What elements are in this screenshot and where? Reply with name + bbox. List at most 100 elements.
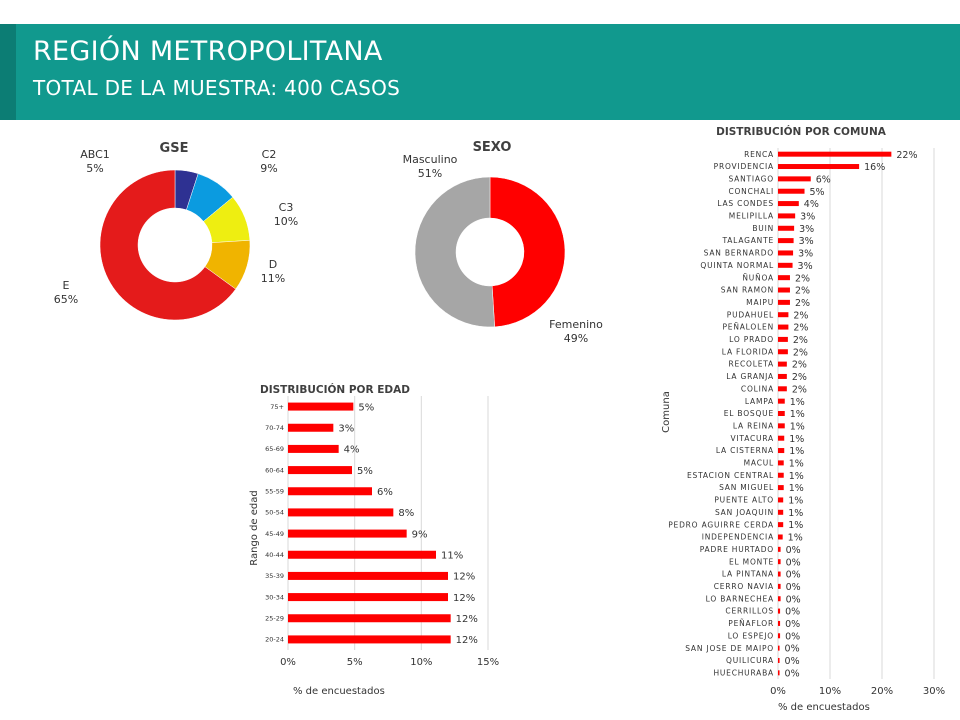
comuna-category-label: LO BARNECHEA: [706, 594, 774, 603]
edad-value-label: 3%: [338, 424, 354, 435]
comuna-xlabel: % de encuestados: [778, 702, 870, 713]
comuna-bar-la-granja: [778, 373, 787, 379]
comuna-value-label: 2%: [795, 273, 810, 284]
comuna-category-label: PUDAHUEL: [727, 310, 774, 319]
edad-category-label: 35-39: [265, 572, 284, 580]
comuna-ylabel: Comuna: [661, 391, 672, 433]
comuna-category-label: TALAGANTE: [721, 236, 774, 245]
comuna-value-label: 0%: [786, 557, 801, 568]
gse-label-c3: C3: [279, 201, 294, 214]
edad-value-label: 12%: [456, 614, 478, 625]
comuna-bar-san-joaquin: [778, 509, 784, 515]
comuna-category-label: CERRO NAVIA: [714, 582, 774, 591]
comuna-bar-macul: [778, 460, 784, 466]
gse-label-d: D: [269, 258, 277, 271]
comuna-value-label: 0%: [786, 582, 801, 593]
comuna-chart-title: DISTRIBUCIÓN POR COMUNA: [716, 125, 887, 138]
edad-xtick: 10%: [410, 657, 432, 668]
comuna-bar-conchali: [778, 188, 805, 194]
comuna-value-label: 2%: [792, 360, 807, 371]
comuna-category-label: EL BOSQUE: [724, 409, 774, 418]
comuna-category-label: SAN JOAQUIN: [715, 508, 774, 517]
comuna-category-label: EL MONTE: [729, 557, 774, 566]
comuna-category-label: PROVIDENCIA: [714, 162, 774, 171]
comuna-category-label: SAN RAMON: [721, 286, 774, 295]
comuna-category-label: LA CISTERNA: [716, 446, 774, 455]
comuna-category-label: RECOLETA: [728, 360, 774, 369]
comuna-bar-penaflor: [778, 620, 781, 626]
comuna-bar-independencia: [778, 534, 783, 540]
comuna-category-label: CONCHALI: [728, 187, 774, 196]
comuna-bar-la-florida: [778, 349, 788, 355]
comuna-bar-providencia: [778, 164, 860, 170]
comuna-bar-cerro-navia: [778, 583, 781, 589]
comuna-category-label: ÑUÑOA: [742, 273, 774, 282]
comuna-category-label: SAN BERNARDO: [704, 249, 774, 258]
comuna-bar-cerrillos: [778, 608, 781, 614]
comuna-bar-penalolen: [778, 324, 789, 330]
edad-category-label: 75+: [270, 403, 284, 411]
sexo-value-masculino: 51%: [418, 167, 442, 180]
comuna-value-label: 2%: [793, 310, 808, 321]
comuna-bar-lo-prado: [778, 336, 788, 342]
comuna-category-label: LO PRADO: [729, 335, 774, 344]
comuna-category-label: LA FLORIDA: [722, 347, 774, 356]
gse-slice-e: [99, 169, 237, 321]
comuna-bar-la-pintana: [778, 571, 781, 577]
comuna-bar-san-bernardo: [778, 250, 794, 256]
comuna-value-label: 1%: [790, 409, 805, 420]
comuna-value-label: 16%: [864, 162, 885, 173]
comuna-category-label: LO ESPEJO: [728, 631, 774, 640]
header-banner: REGIÓN METROPOLITANA TOTAL DE LA MUESTRA…: [0, 24, 960, 120]
edad-bar-75: [288, 402, 354, 411]
comuna-category-label: HUECHURABA: [713, 668, 774, 677]
edad-bar-40-44: [288, 550, 436, 559]
edad-bar-chart: DISTRIBUCIÓN POR EDAD Rango de edad % de…: [249, 383, 499, 697]
comuna-xtick: 20%: [871, 686, 893, 697]
edad-value-label: 5%: [358, 402, 374, 413]
comuna-value-label: 1%: [789, 446, 804, 457]
comuna-value-label: 0%: [785, 668, 800, 679]
comuna-value-label: 1%: [790, 421, 805, 432]
gse-value-d: 11%: [261, 272, 285, 285]
comuna-category-label: MAIPU: [746, 298, 774, 307]
comuna-value-label: 1%: [788, 520, 803, 531]
edad-xtick: 15%: [477, 657, 499, 668]
comuna-bar-huechuraba: [778, 670, 780, 676]
comuna-bar-lampa: [778, 398, 785, 404]
comuna-category-label: PEÑALOLEN: [722, 323, 774, 332]
comuna-value-label: 3%: [800, 212, 815, 223]
edad-category-label: 65-69: [265, 445, 284, 453]
sexo-chart-title: SEXO: [473, 140, 512, 155]
comuna-bar-pudahuel: [778, 312, 789, 318]
comuna-bar-lo-barnechea: [778, 596, 781, 602]
comuna-bar-lo-espejo: [778, 633, 781, 639]
page-title: REGIÓN METROPOLITANA: [33, 36, 383, 67]
comuna-bar-la-cisterna: [778, 448, 785, 454]
comuna-value-label: 2%: [793, 335, 808, 346]
edad-value-label: 12%: [456, 635, 478, 646]
edad-value-label: 4%: [344, 445, 360, 456]
edad-category-label: 20-24: [265, 636, 284, 644]
edad-category-label: 45-49: [265, 530, 284, 538]
comuna-value-label: 0%: [786, 545, 801, 556]
edad-xlabel: % de encuestados: [293, 686, 385, 697]
comuna-category-label: COLINA: [741, 384, 774, 393]
edad-bar-70-74: [288, 423, 334, 432]
comuna-category-label: MACUL: [744, 459, 774, 468]
edad-bar-50-54: [288, 508, 394, 517]
gse-chart-title: GSE: [160, 141, 189, 156]
sexo-slice-masculino: [414, 176, 495, 328]
edad-category-label: 70-74: [265, 424, 284, 432]
comuna-value-label: 2%: [792, 384, 807, 395]
comuna-bar-el-bosque: [778, 411, 785, 416]
comuna-value-label: 22%: [896, 150, 917, 161]
gse-label-e: E: [63, 279, 70, 292]
comuna-value-label: 1%: [788, 533, 803, 544]
comuna-category-label: LA GRANJA: [726, 372, 774, 381]
edad-category-label: 30-34: [265, 593, 284, 601]
comuna-value-label: 2%: [795, 298, 810, 309]
comuna-category-label: CERRILLOS: [725, 607, 774, 616]
comuna-value-label: 2%: [793, 347, 808, 358]
